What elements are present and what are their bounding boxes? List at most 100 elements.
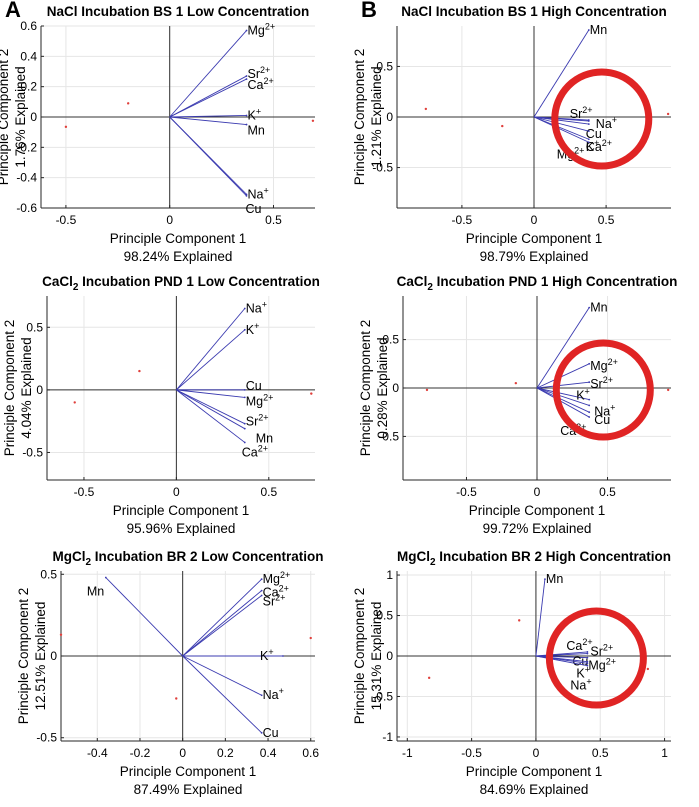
vector-tip-mg [260, 578, 263, 581]
vector-label-ca: Ca2+ [586, 138, 612, 154]
x-axis-explained: 84.69% Explained [480, 782, 589, 797]
y-tick-label: -0.2 [16, 140, 37, 154]
vector-na [535, 655, 588, 667]
y-tick-label: 0 [386, 110, 393, 124]
x-tick-label: -0.4 [87, 746, 108, 760]
vector-tip-k [243, 328, 246, 331]
observation-point [73, 401, 76, 404]
highlight-circle [552, 339, 654, 441]
x-tick-label: 0.6 [302, 746, 319, 760]
panel-letter-a: A [5, 0, 21, 22]
vector-label-na: Na+ [263, 686, 284, 702]
vector-sr [169, 75, 247, 118]
y-axis-explained: 15.31% Explained [369, 602, 384, 711]
vector-tip-cu [587, 123, 590, 125]
vector-tip-mg [587, 141, 590, 144]
vector-ca [169, 78, 247, 118]
observation-point [518, 619, 521, 622]
vector-label-mg: Mg2+ [246, 392, 274, 408]
vector-mn [169, 116, 247, 126]
observation-point [59, 633, 63, 636]
vector-label-mn: Mn [590, 23, 607, 37]
y-tick-label: 0 [386, 649, 393, 663]
y-tick-label: -0.5 [36, 731, 57, 745]
vector-mg [182, 578, 262, 657]
y-axis-label: Principle Component 2 [2, 320, 17, 457]
y-tick-label: 0.5 [382, 333, 399, 347]
vector-na [182, 655, 262, 696]
highlight-circle [551, 68, 653, 170]
vector-label-sr: Sr2+ [570, 105, 593, 121]
y-tick-label: -0.4 [16, 171, 37, 185]
vector-label-sr: Sr2+ [248, 65, 271, 81]
vector-mg [533, 116, 589, 143]
vector-tip-mg [588, 362, 591, 365]
x-axis-explained: 95.96% Explained [127, 521, 236, 536]
vector-mn [176, 389, 245, 430]
vector-tip-cu [586, 656, 589, 659]
vector-label-sr: Sr2+ [590, 375, 613, 391]
y-tick-label: -0.5 [378, 429, 399, 443]
vector-label-mg: Mg2+ [588, 657, 616, 673]
y-tick-label: -0.5 [22, 445, 43, 459]
vector-label-mn: Mn [248, 124, 265, 138]
vector-tip-sr [243, 422, 246, 425]
vector-sr [536, 381, 590, 389]
vector-label-k: K+ [260, 647, 274, 663]
vector-label-sr: Sr2+ [590, 643, 613, 659]
observation-point [424, 107, 428, 111]
vector-label-na: Na+ [594, 402, 615, 418]
observation-point [175, 697, 178, 700]
chart-title: MgCl2 Incubation BR 2 High Concentration [397, 549, 671, 568]
y-tick-label: -0.6 [16, 201, 37, 215]
vector-tip-cu [243, 388, 246, 391]
observation-point [310, 392, 313, 395]
x-tick-label: 0 [166, 213, 173, 227]
vector-mg [176, 389, 245, 398]
panel-letter-b: B [361, 0, 377, 22]
x-tick-label: -0.5 [452, 213, 473, 227]
x-tick-label: -0.5 [456, 485, 477, 499]
x-tick-label: 0.5 [592, 746, 609, 760]
observation-point [126, 102, 130, 105]
y-axis-label: Principle Component 2 [16, 588, 31, 725]
y-tick-label: 0.5 [376, 609, 393, 623]
vector-label-mg: Mg2+ [248, 22, 276, 38]
y-tick-label: 0 [392, 381, 399, 395]
x-tick-label: 0.5 [265, 213, 282, 227]
vector-cu [535, 655, 588, 659]
vector-sr [535, 653, 588, 657]
vector-tip-ca [245, 78, 248, 80]
observation-point [425, 388, 429, 392]
vector-ca [182, 590, 262, 657]
vector-label-cu: Cu [246, 379, 262, 393]
y-axis-label: Principle Component 2 [352, 49, 367, 186]
chart-title: MgCl2 Incubation BR 2 Low Concentration [52, 549, 323, 568]
x-axis-label: Principle Component 1 [466, 231, 603, 246]
vector-label-cu: Cu [594, 413, 610, 427]
x-tick-label: -0.5 [74, 485, 95, 499]
vector-tip-k [245, 114, 248, 117]
y-tick-label: -1 [382, 730, 393, 744]
highlight-circle [545, 607, 647, 709]
vector-mg [169, 30, 247, 118]
vector-tip-cu [588, 411, 591, 414]
observation-point [309, 636, 312, 640]
vector-tip-sr [586, 652, 589, 655]
vector-k [533, 116, 589, 140]
vector-tip-mn [104, 576, 107, 579]
y-axis-explained: 12.51% Explained [33, 602, 48, 711]
y-axis-label: Principle Component 2 [358, 320, 373, 457]
vector-label-mn: Mn [87, 585, 104, 599]
y-axis-explained: 4.04% Explained [19, 337, 34, 438]
y-tick-label: 0.5 [376, 59, 393, 73]
vector-tip-mg [243, 396, 246, 399]
vector-tip-mn [544, 578, 546, 580]
observation-point [427, 676, 431, 680]
vector-tip-ca [260, 589, 263, 592]
vector-mg [536, 363, 590, 389]
x-tick-label: 0.5 [598, 213, 615, 227]
vector-tip-na [587, 120, 590, 122]
vector-tip-ca [588, 416, 591, 418]
